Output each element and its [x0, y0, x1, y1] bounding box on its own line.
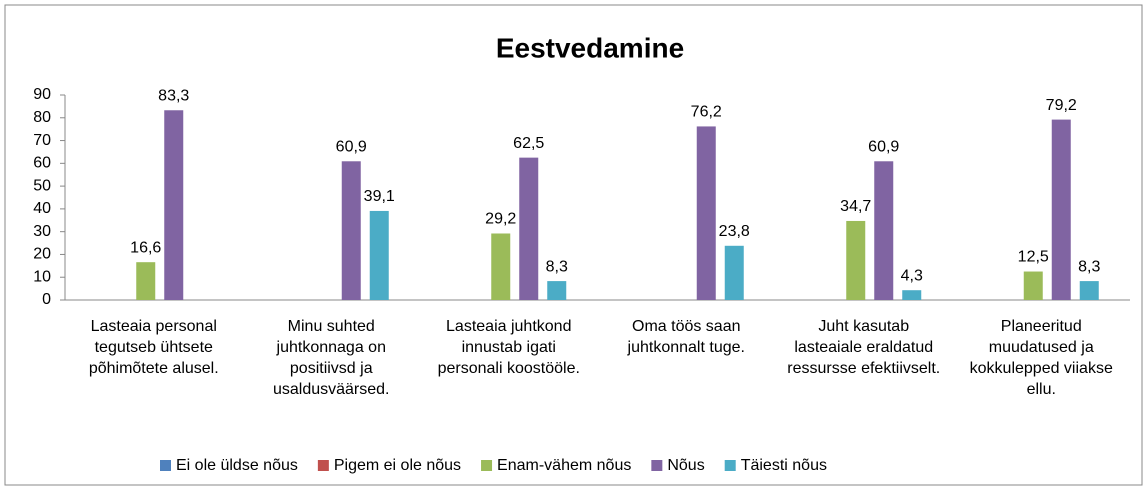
- data-label: 12,5: [1018, 249, 1049, 266]
- data-label: 23,8: [719, 223, 750, 240]
- y-tick-label: 50: [33, 177, 51, 194]
- data-label: 60,9: [868, 139, 899, 156]
- data-label: 34,7: [840, 198, 871, 215]
- y-tick-label: 80: [33, 109, 51, 126]
- data-label: 4,3: [901, 267, 923, 284]
- legend-label: Pigem ei ole nõus: [334, 457, 461, 474]
- x-tick-label: Lasteaia juhtkond innustab igati persona…: [437, 318, 580, 377]
- data-label: 79,2: [1046, 97, 1077, 114]
- x-tick-label: Juht kasutab lasteaiale eraldatud ressur…: [787, 318, 941, 377]
- data-label: 8,3: [1078, 258, 1100, 275]
- data-label: 60,9: [336, 139, 367, 156]
- chart-title: Eestvedamine: [496, 32, 684, 63]
- data-label: 8,3: [546, 258, 568, 275]
- bar: [874, 161, 894, 300]
- legend-swatch: [160, 460, 171, 471]
- x-tick-label: Oma töös saan juhtkonnalt tuge.: [627, 318, 745, 356]
- y-tick-label: 20: [33, 246, 51, 263]
- bar: [491, 233, 511, 300]
- legend-swatch: [481, 460, 493, 471]
- bar: [846, 220, 866, 300]
- bar: [341, 161, 361, 300]
- y-tick-label: 70: [33, 132, 51, 149]
- bar: [519, 157, 539, 300]
- x-tick-label: Minu suhted juhtkonnaga on positiivsd ja…: [272, 318, 390, 398]
- bar: [696, 126, 716, 300]
- x-tick-label: Lasteaia personal tegutseb ühtsete põhim…: [88, 318, 219, 377]
- bar: [369, 210, 389, 300]
- chart-border: [4, 4, 1143, 486]
- y-tick-label: 40: [33, 200, 51, 217]
- bar: [136, 262, 156, 300]
- legend-label: Nõus: [667, 457, 704, 474]
- legend-swatch: [317, 460, 329, 471]
- data-label: 39,1: [364, 188, 395, 205]
- bar: [1051, 119, 1071, 300]
- data-label: 62,5: [513, 135, 544, 152]
- bar: [164, 110, 184, 300]
- legend-swatch: [724, 460, 736, 471]
- bar: [724, 245, 744, 300]
- bar: [1079, 281, 1099, 300]
- bar: [902, 290, 922, 300]
- data-label: 76,2: [691, 104, 722, 121]
- legend-swatch: [651, 460, 663, 471]
- y-tick-label: 30: [33, 223, 51, 240]
- y-tick-label: 90: [33, 86, 51, 103]
- bar: [547, 281, 567, 300]
- legend-label: Ei ole üldse nõus: [176, 457, 298, 474]
- legend-label: Täiesti nõus: [741, 457, 827, 474]
- data-label: 16,6: [130, 239, 161, 256]
- y-tick-label: 10: [33, 268, 51, 285]
- legend-label: Enam-vähem nõus: [497, 457, 631, 474]
- x-tick-label: Planeeritud muudatused ja kokkulepped vi…: [969, 318, 1113, 398]
- bar: [1023, 271, 1043, 300]
- data-label: 29,2: [485, 211, 516, 228]
- y-tick-label: 60: [33, 155, 51, 172]
- y-tick-label: 0: [42, 291, 51, 308]
- data-label: 83,3: [158, 87, 189, 104]
